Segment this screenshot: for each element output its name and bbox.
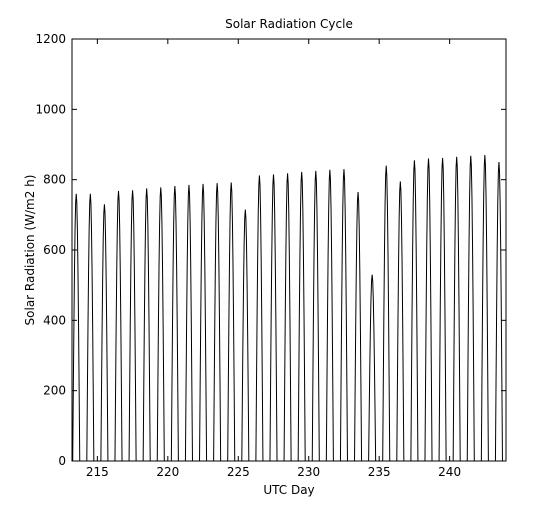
ticks-layer: 215 220 225 230 235 240 0 200 400 600 800 1000 1200 — [35, 32, 506, 479]
x-tick-label: 220 — [156, 465, 179, 479]
series-line — [72, 155, 503, 462]
x-tick-label: 225 — [227, 465, 250, 479]
y-tick-label: 400 — [43, 313, 66, 327]
x-tick-label: 240 — [438, 465, 461, 479]
y-axis-label: Solar Radiation (W/m2 h) — [23, 175, 37, 326]
series-layer — [72, 155, 503, 462]
x-axis-label: UTC Day — [263, 483, 314, 497]
y-tick-label: 600 — [43, 243, 66, 257]
y-tick-label: 0 — [58, 454, 66, 468]
chart-title: Solar Radiation Cycle — [225, 17, 353, 31]
y-tick-label: 1000 — [35, 102, 66, 116]
x-tick-label: 215 — [86, 465, 109, 479]
x-tick-label: 235 — [368, 465, 391, 479]
y-tick-label: 800 — [43, 173, 66, 187]
y-tick-label: 200 — [43, 384, 66, 398]
x-tick-label: 230 — [297, 465, 320, 479]
y-tick-label: 1200 — [35, 32, 66, 46]
